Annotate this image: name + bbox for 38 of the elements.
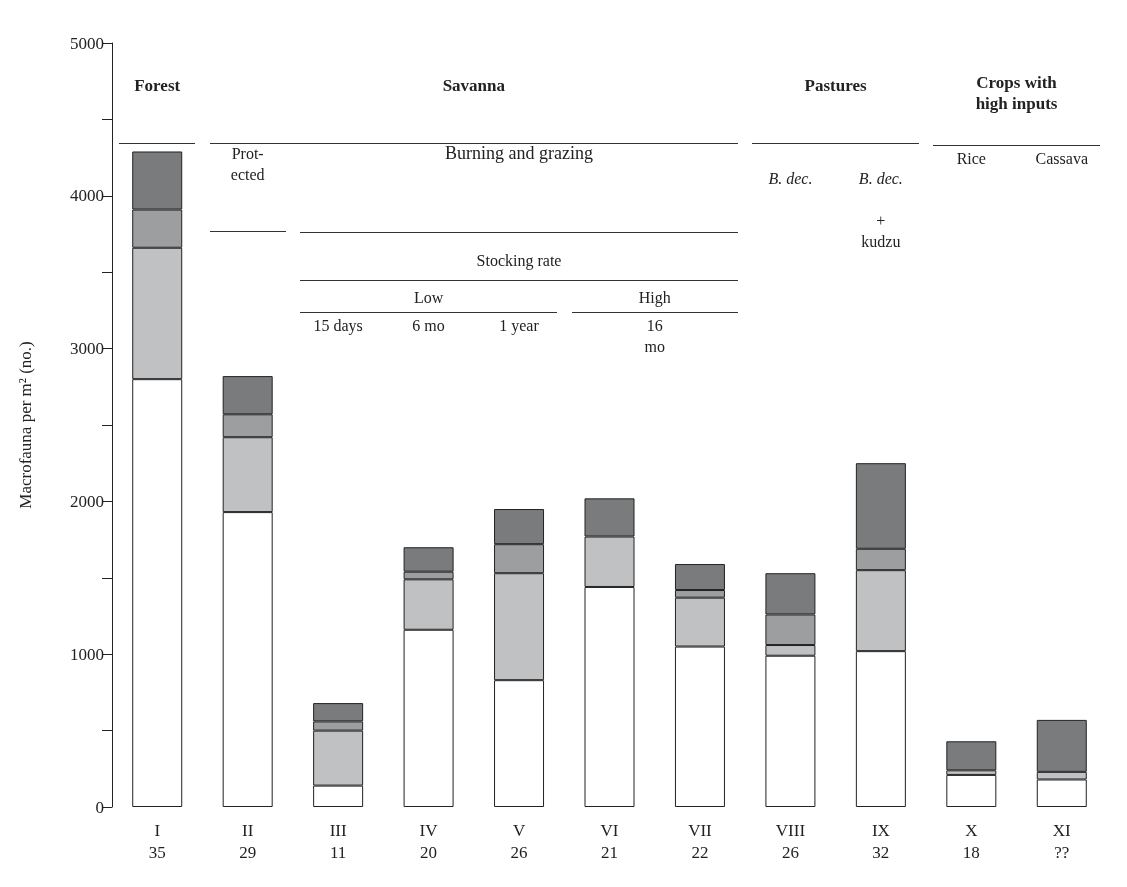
x-tick-label: X 18 xyxy=(962,820,980,862)
annotation: 6 mo xyxy=(411,316,446,336)
x-tick-label: V 26 xyxy=(510,820,528,862)
annotation: B. dec. xyxy=(858,169,904,189)
annotation: Low xyxy=(412,288,445,308)
y-tick-label: 1000 xyxy=(70,644,104,664)
annotation: + kudzu xyxy=(860,211,902,252)
annotation: Burning and grazing xyxy=(444,143,594,164)
x-tick-label: III 11 xyxy=(329,820,347,862)
bar xyxy=(946,774,997,807)
annotation: Stocking rate xyxy=(475,251,563,271)
annotation: B. dec. xyxy=(767,169,813,189)
y-tick-label: 2000 xyxy=(70,491,104,511)
y-tick-label: 3000 xyxy=(70,339,104,359)
x-tick-label: XI ?? xyxy=(1052,820,1072,862)
y-tick-label: 5000 xyxy=(70,33,104,53)
annotation: Prot-ected xyxy=(229,144,266,185)
bar xyxy=(946,741,997,771)
annotation: High xyxy=(637,288,672,308)
x-tick-label: I 35 xyxy=(148,820,166,862)
annotation: 1 year xyxy=(498,316,540,336)
annotation: Cassava xyxy=(1034,149,1089,169)
x-tick-label: VII 22 xyxy=(688,820,713,862)
x-tick-label: IX 32 xyxy=(871,820,890,862)
y-tick-label: 0 xyxy=(95,797,104,817)
annotation: Rice xyxy=(955,149,987,169)
x-tick-label: VIII 26 xyxy=(775,820,806,862)
annotation: Forest xyxy=(133,75,182,96)
y-tick-label: 4000 xyxy=(70,186,104,206)
y-axis-title: Macrofauna per m² (no.) xyxy=(16,341,35,509)
x-tick-label: II 29 xyxy=(239,820,257,862)
annotation: Pastures xyxy=(803,75,868,96)
annotation: Savanna xyxy=(441,75,506,96)
annotation: Crops with high inputs xyxy=(974,72,1059,114)
x-tick-label: VI 21 xyxy=(600,820,619,862)
annotation: 16 mo xyxy=(643,316,666,357)
annotation: 15 days xyxy=(313,316,364,336)
x-tick-label: IV 20 xyxy=(419,820,439,862)
